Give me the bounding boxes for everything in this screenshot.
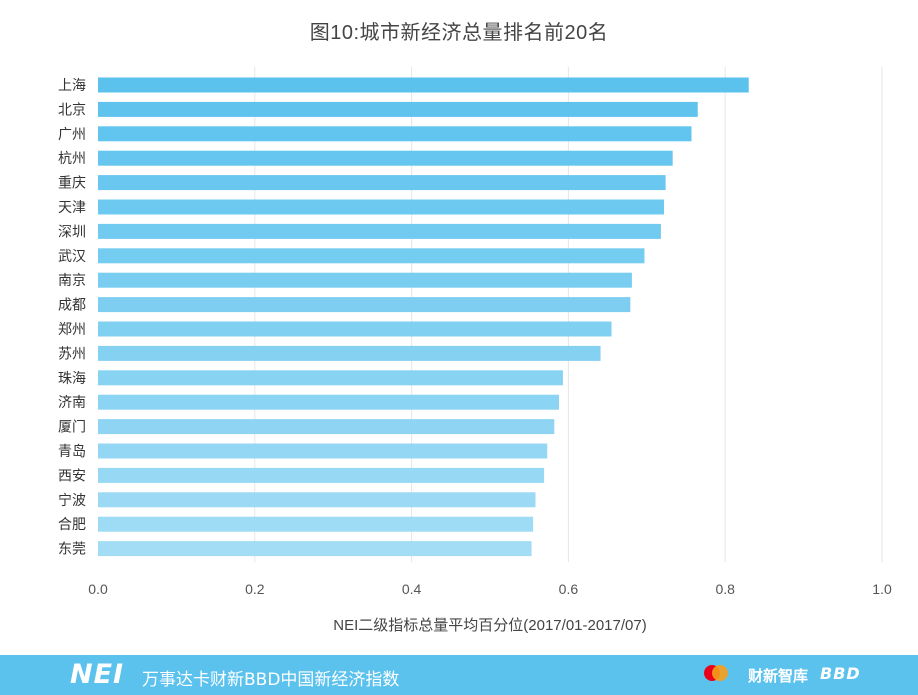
bar: [98, 541, 532, 557]
category-label: 苏州: [58, 346, 86, 362]
category-label: 东莞: [58, 542, 86, 558]
category-label: 珠海: [58, 371, 86, 387]
caixin-think-tank-logo: 财新智库: [748, 667, 809, 685]
category-label: 天津: [58, 200, 86, 216]
x-tick-label: 0.6: [559, 581, 579, 597]
category-label: 北京: [58, 102, 86, 118]
category-label: 深圳: [58, 224, 86, 240]
category-label: 成都: [58, 298, 86, 314]
x-tick-label: 0.0: [88, 581, 108, 597]
x-tick-label: 0.2: [245, 581, 265, 597]
bar: [98, 175, 666, 191]
category-label: 重庆: [58, 176, 86, 192]
bar-chart: 0.0 0.2 0.4 0.6 0.8 1.0 上海北京广州杭州重庆天津深圳武汉南京成都郑州…: [58, 67, 892, 597]
bbd-logo: BBD: [820, 664, 861, 683]
bar: [98, 101, 698, 117]
category-label: 宁波: [58, 492, 86, 509]
bar: [98, 223, 661, 239]
x-tick-label: 1.0: [872, 581, 892, 597]
mastercard-icon: [704, 665, 728, 681]
bar: [98, 394, 559, 410]
bar: [98, 77, 749, 93]
category-label: 厦门: [58, 420, 86, 436]
bar: [98, 126, 692, 142]
category-label: 广州: [58, 127, 86, 143]
bar: [98, 272, 632, 288]
bar: [98, 370, 563, 386]
x-tick-label: 0.4: [402, 581, 422, 597]
category-label: 杭州: [58, 151, 86, 167]
bar: [98, 199, 665, 215]
category-label: 郑州: [58, 322, 86, 338]
category-label: 上海: [58, 78, 86, 94]
bar: [98, 297, 631, 313]
category-label: 南京: [58, 273, 86, 289]
bar: [98, 321, 612, 337]
bar: [98, 150, 673, 166]
category-label: 西安: [58, 468, 86, 484]
bar: [98, 419, 555, 435]
nei-logo: NEI: [70, 659, 125, 690]
category-label: 济南: [58, 395, 86, 411]
category-label: 青岛: [58, 444, 86, 460]
bar: [98, 492, 536, 508]
category-label: 合肥: [58, 517, 86, 533]
chart-title: 图10:城市新经济总量排名前20名: [309, 22, 609, 44]
x-tick-label: 0.8: [715, 581, 735, 597]
bar: [98, 467, 545, 483]
footer-banner: NEI 万事达卡财新BBD中国新经济指数 财新智库 BBD: [0, 655, 918, 695]
footer-title: 万事达卡财新BBD中国新经济指数: [142, 670, 400, 690]
bar: [98, 516, 534, 532]
bar: [98, 248, 645, 264]
bar: [98, 345, 601, 361]
x-axis-title: NEI二级指标总量平均百分位(2017/01-2017/07): [333, 617, 647, 634]
bar: [98, 443, 548, 459]
category-label: 武汉: [58, 249, 86, 265]
